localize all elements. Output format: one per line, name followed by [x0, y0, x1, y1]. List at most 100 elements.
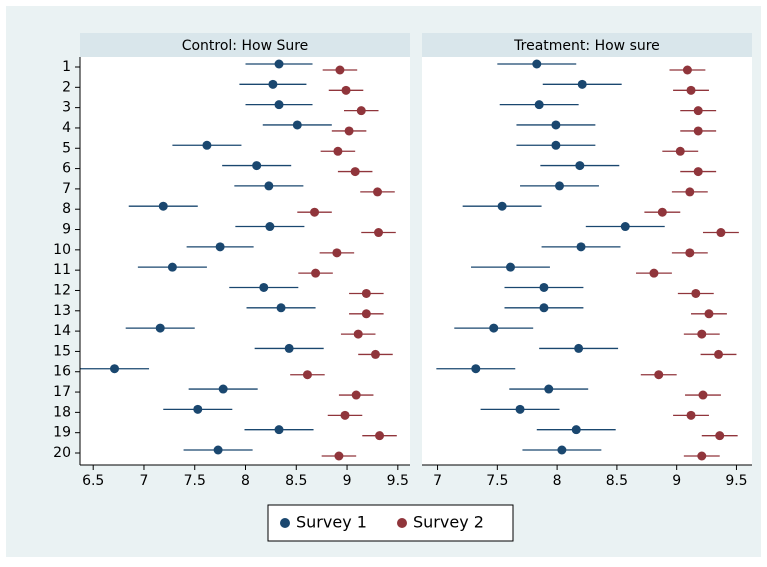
dot [193, 404, 203, 414]
dot [344, 126, 354, 136]
dot [350, 167, 360, 177]
x-tick-label: 9.5 [725, 473, 747, 489]
dot [155, 323, 165, 333]
dot [557, 445, 567, 455]
dot [373, 187, 383, 197]
dot [340, 410, 350, 420]
dot [375, 431, 385, 441]
dot [693, 126, 703, 136]
x-tick-label: 8 [553, 473, 562, 489]
dot [370, 349, 380, 359]
panel-header [422, 33, 752, 57]
dot [311, 268, 321, 278]
x-tick-label: 7 [433, 473, 442, 489]
dot [167, 262, 177, 272]
dot [284, 343, 294, 353]
legend-marker [397, 518, 407, 528]
dot [374, 228, 384, 238]
y-tick-label: 18 [53, 404, 71, 420]
dot [693, 106, 703, 116]
dot [505, 262, 515, 272]
dot [361, 288, 371, 298]
dot [274, 100, 284, 110]
y-tick-label: 17 [53, 384, 71, 400]
dot [675, 146, 685, 156]
x-tick-label: 6.5 [82, 473, 104, 489]
dot [361, 309, 371, 319]
legend-marker [280, 518, 290, 528]
dot [649, 268, 659, 278]
dot [268, 79, 278, 89]
y-tick-label: 5 [62, 140, 71, 156]
x-tick-label: 9 [672, 473, 681, 489]
plot-area [422, 57, 752, 465]
y-tick-label: 10 [53, 242, 71, 258]
x-tick-label: 8.5 [606, 473, 628, 489]
dot [539, 282, 549, 292]
dot [252, 161, 262, 171]
x-tick-label: 7.5 [184, 473, 206, 489]
y-tick-label: 8 [62, 201, 71, 217]
dot [544, 384, 554, 394]
dot [551, 140, 561, 150]
y-tick-label: 14 [53, 323, 71, 339]
dot [715, 431, 725, 441]
dot [302, 370, 312, 380]
dot [697, 329, 707, 339]
y-tick-label: 15 [53, 343, 71, 359]
y-tick-label: 11 [53, 262, 71, 278]
dot [697, 451, 707, 461]
dot [534, 100, 544, 110]
dot [693, 167, 703, 177]
x-tick-label: 7 [140, 473, 149, 489]
dot [576, 242, 586, 252]
dot [276, 303, 286, 313]
dot [274, 425, 284, 435]
dot [532, 59, 542, 69]
dot [110, 364, 120, 374]
dot [686, 85, 696, 95]
dot [341, 85, 351, 95]
x-tick-label: 9 [343, 473, 352, 489]
dot [685, 187, 695, 197]
legend-box [267, 504, 514, 542]
dot [332, 248, 342, 258]
dot [471, 364, 481, 374]
dot [577, 79, 587, 89]
panel-header [80, 33, 410, 57]
x-tick-label: 8 [241, 473, 250, 489]
dot [310, 207, 320, 217]
dot [574, 343, 584, 353]
y-tick-label: 3 [62, 100, 71, 116]
dot [685, 248, 695, 258]
x-tick-label: 8.5 [285, 473, 307, 489]
dot [571, 425, 581, 435]
dot [654, 370, 664, 380]
dot [489, 323, 499, 333]
dot [539, 303, 549, 313]
dot [698, 390, 708, 400]
dot [334, 451, 344, 461]
dot [620, 222, 630, 232]
y-tick-label: 9 [62, 222, 71, 238]
dot [335, 65, 345, 75]
legend-label: Survey 2 [413, 513, 484, 532]
y-tick-label: 6 [62, 161, 71, 177]
dot [259, 282, 269, 292]
y-tick-label: 20 [53, 445, 71, 461]
dot [333, 146, 343, 156]
y-tick-label: 2 [62, 79, 71, 95]
dot [356, 106, 366, 116]
dot [657, 207, 667, 217]
dot [555, 181, 564, 191]
dot [682, 65, 692, 75]
dot [292, 120, 302, 130]
y-tick-label: 19 [53, 425, 71, 441]
x-tick-label: 7.5 [486, 473, 508, 489]
y-tick-label: 1 [62, 59, 71, 75]
dot [497, 201, 507, 211]
dot [691, 288, 701, 298]
dot [158, 201, 168, 211]
